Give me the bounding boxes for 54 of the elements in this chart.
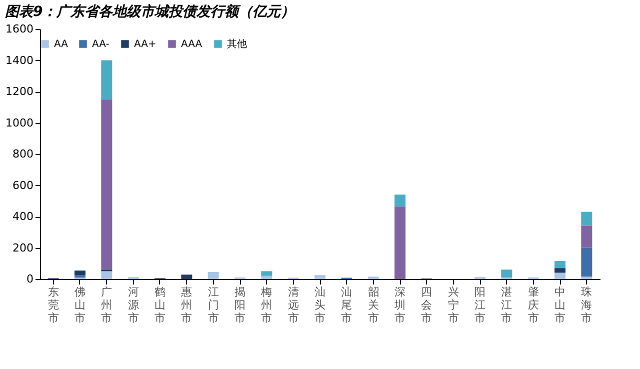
x-tick-label: 汕尾市: [341, 286, 352, 324]
legend-label: 其他: [227, 38, 247, 50]
x-tick-label: 揭阳市: [234, 286, 246, 324]
bar: [394, 194, 406, 206]
bar: [501, 270, 512, 278]
chart-title: 图表9：广东省各地级市城投债发行额（亿元）: [5, 3, 295, 20]
bar: [208, 272, 219, 279]
x-tick-label: 兴宁市: [448, 286, 459, 324]
x-tick-label: 湛江市: [501, 286, 512, 324]
bar: [394, 206, 406, 279]
x-tick-label: 珠海市: [581, 286, 592, 324]
y-tick-label: 1400: [6, 54, 34, 67]
x-tick-label: 韶关市: [368, 286, 379, 324]
x-tick-label: 四会市: [421, 286, 432, 324]
y-tick-label: 400: [12, 210, 34, 223]
bar: [581, 248, 592, 277]
y-tick-label: 800: [12, 148, 34, 160]
bar: [74, 270, 86, 276]
legend-label: AA+: [134, 39, 156, 50]
bar: [554, 268, 566, 273]
y-tick-label: 0: [26, 272, 34, 286]
x-tick-label: 中山市: [554, 286, 566, 324]
x-tick-label: 鹤山市: [154, 286, 166, 324]
x-tick-label: 汕头市: [314, 286, 326, 324]
x-tick-label: 梅州市: [260, 286, 272, 324]
bar: [101, 99, 112, 270]
bar: [181, 274, 192, 279]
y-tick-label: 1200: [6, 85, 34, 98]
y-tick-label: 1600: [6, 22, 34, 36]
x-tick-label: 阳江市: [474, 286, 486, 324]
x-tick-label: 佛山市: [74, 286, 86, 324]
bar: [581, 226, 592, 248]
x-tick-label: 广州市: [101, 286, 112, 324]
bar: [101, 60, 112, 100]
bar: [261, 271, 272, 276]
legend-label: AA: [54, 39, 68, 50]
bar: [554, 261, 566, 268]
bar: [314, 275, 326, 279]
bar: [581, 212, 592, 226]
x-tick-label: 深圳市: [394, 286, 406, 324]
bar: [554, 272, 566, 279]
bar: [101, 271, 112, 279]
legend-label: AAA: [181, 39, 202, 50]
x-tick-label: 东莞市: [48, 286, 59, 324]
legend-label: AA-: [92, 39, 110, 50]
y-tick-label: 600: [12, 178, 34, 192]
y-tick-label: 1000: [6, 116, 34, 130]
x-tick-label: 江门市: [208, 286, 219, 324]
y-tick-label: 200: [12, 241, 34, 254]
x-tick-label: 清远市: [288, 286, 299, 324]
x-tick-label: 河源市: [128, 286, 139, 324]
x-tick-label: 惠州市: [180, 286, 192, 324]
bar: [261, 276, 272, 279]
x-tick-label: 肇庆市: [528, 286, 539, 324]
